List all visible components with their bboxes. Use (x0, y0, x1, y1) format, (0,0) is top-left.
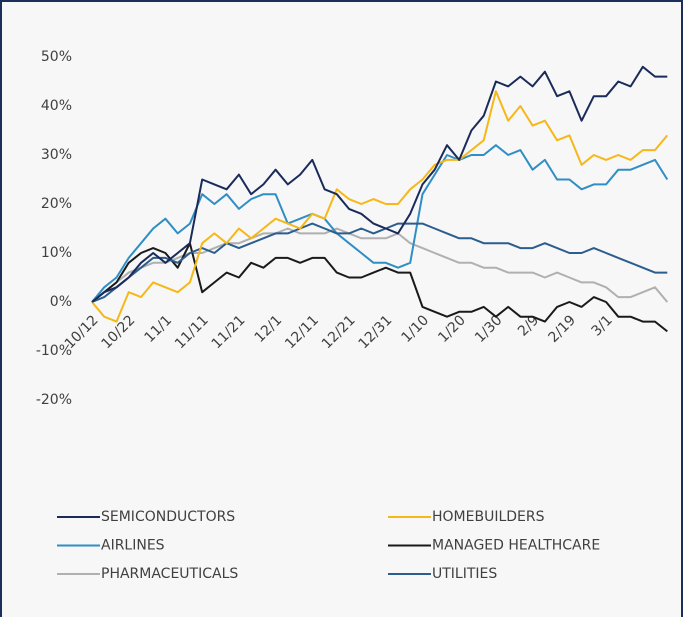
y-tick-label: 40% (41, 98, 72, 114)
series-line (91, 222, 668, 303)
legend-label: UTILITIES (432, 566, 497, 582)
y-tick-label: 30% (41, 147, 72, 163)
legend-label: HOMEBUILDERS (432, 509, 545, 525)
series-line (91, 242, 668, 333)
y-tick-label: -20% (36, 392, 72, 408)
legend-label: AIRLINES (101, 538, 165, 554)
y-tick-label: 10% (41, 245, 72, 261)
x-tick-label: 11/21 (209, 312, 249, 352)
x-tick-label: 1/10 (399, 312, 433, 346)
y-tick-label: 50% (41, 49, 72, 65)
x-tick-label: 12/1 (252, 312, 286, 346)
y-tick-label: 20% (41, 196, 72, 212)
legend-label: PHARMACEUTICALS (101, 566, 238, 582)
legend-label: SEMICONDUCTORS (101, 509, 235, 525)
x-tick-label: 3/1 (588, 312, 615, 339)
series-line (91, 65, 668, 303)
series-line (91, 144, 669, 303)
series-line (91, 90, 669, 323)
x-tick-label: 10/12 (62, 312, 102, 352)
x-tick-label: 1/20 (435, 312, 469, 346)
y-tick-label: -10% (36, 343, 72, 359)
x-tick-label: 11/11 (172, 312, 212, 352)
x-tick-label: 11/1 (142, 312, 176, 346)
x-tick-label: 12/21 (319, 312, 359, 352)
y-tick-label: 0% (50, 294, 72, 310)
x-tick-label: 12/11 (282, 312, 322, 352)
x-tick-label: 2/19 (545, 312, 579, 346)
legend-label: MANAGED HEALTHCARE (432, 538, 600, 554)
x-tick-label: 1/30 (472, 312, 506, 346)
x-tick-label: 12/31 (356, 312, 396, 352)
